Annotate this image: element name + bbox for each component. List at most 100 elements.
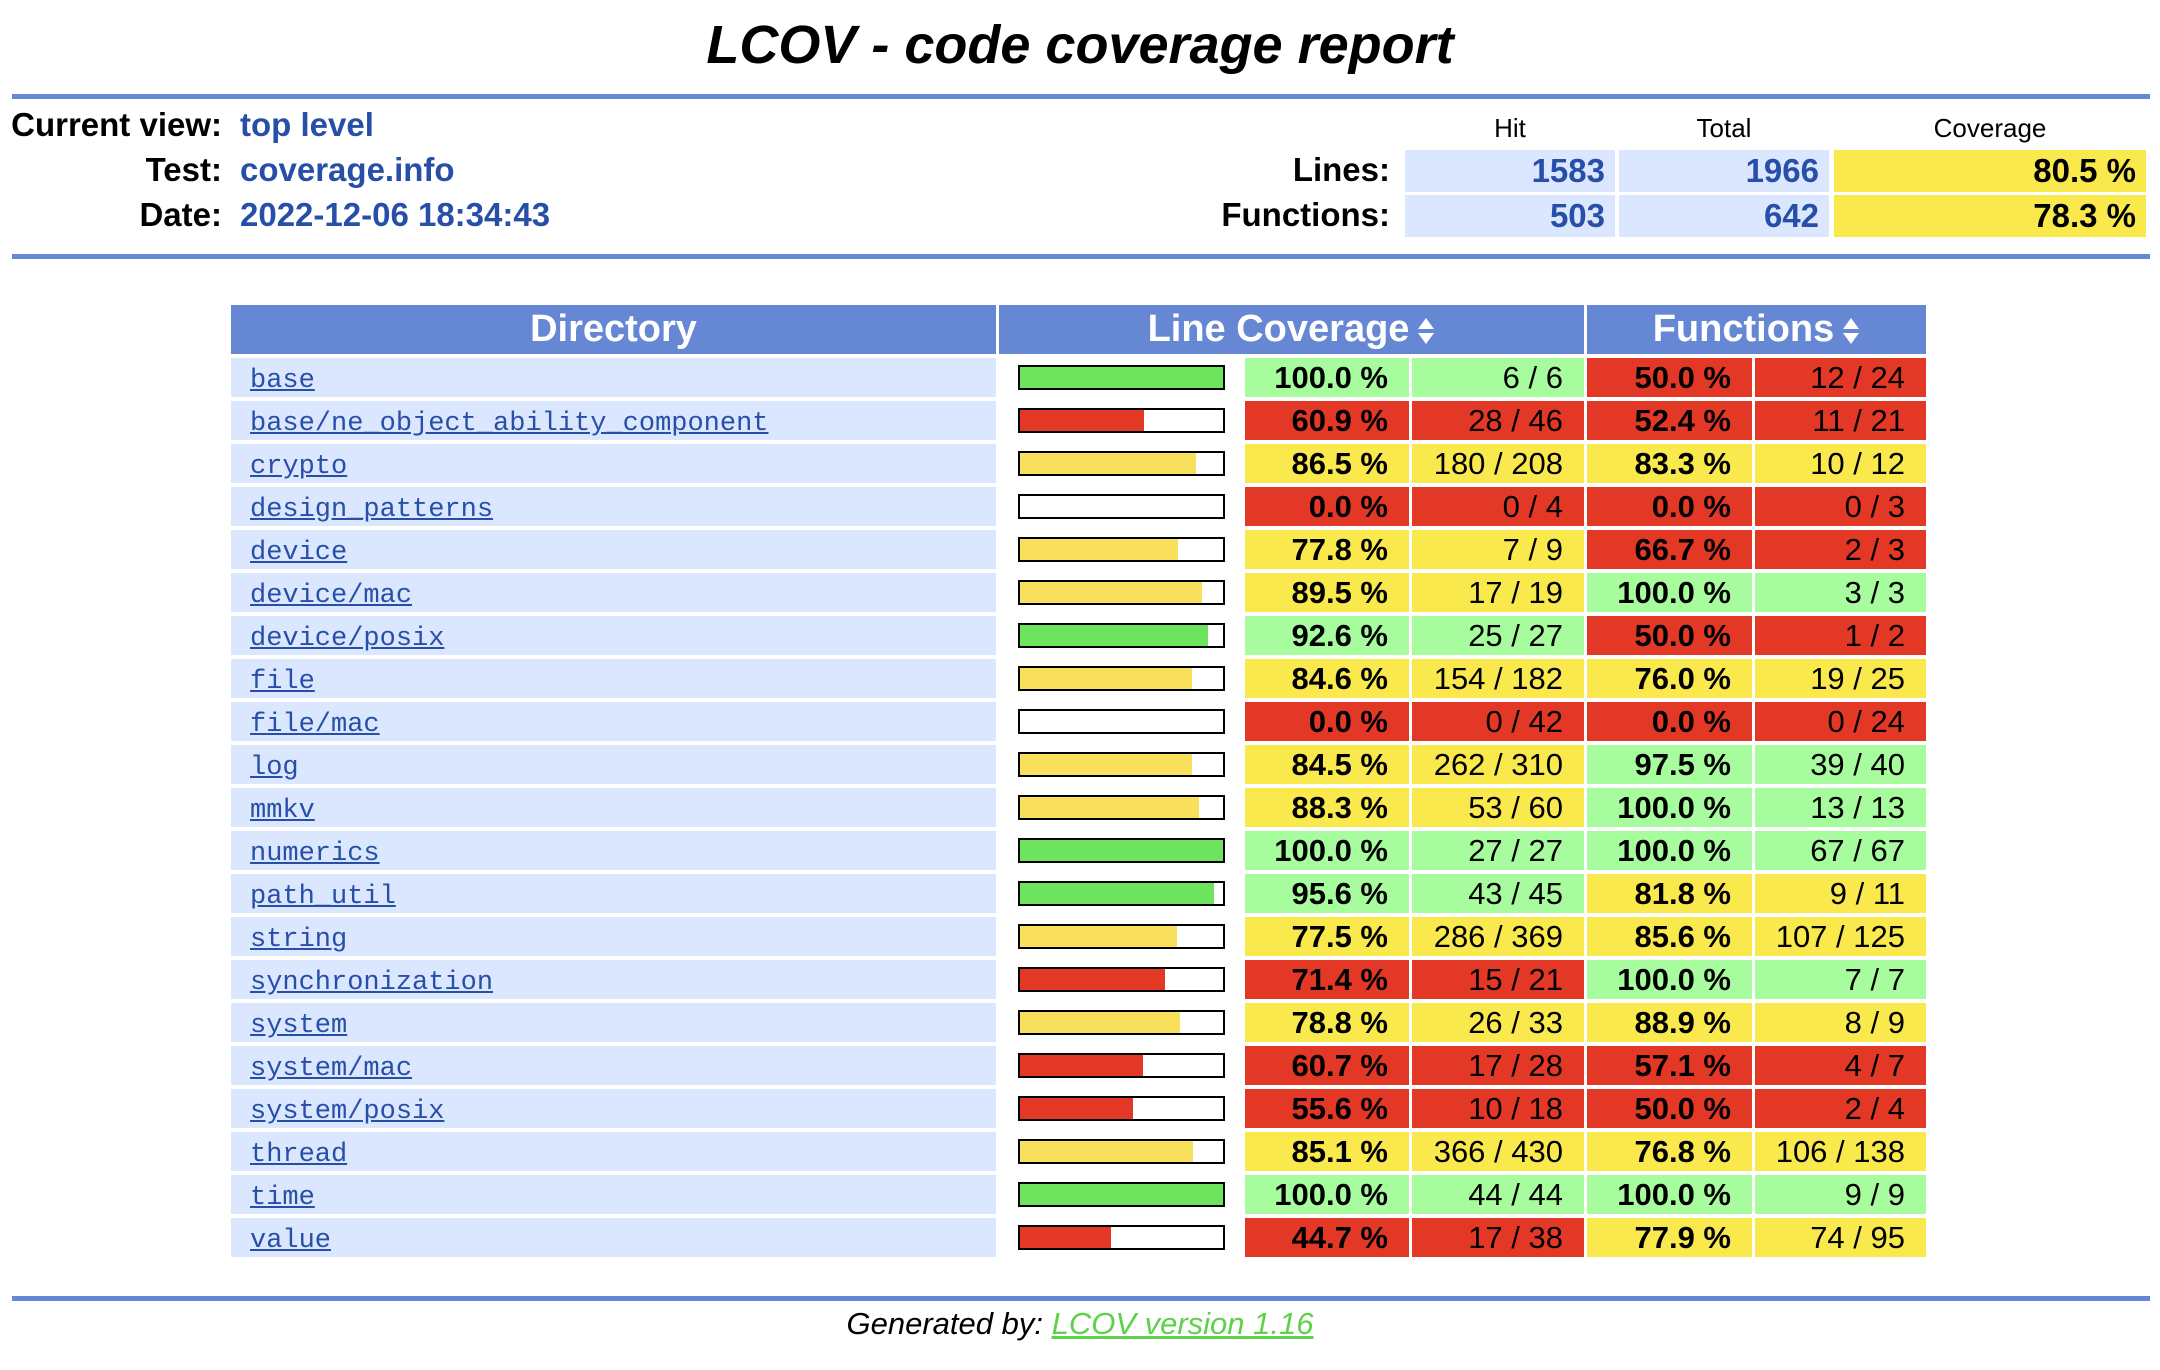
functions-column-header[interactable]: Functions xyxy=(1587,305,1926,358)
line-coverage-count: 366 / 430 xyxy=(1412,1132,1584,1175)
directory-link[interactable]: path_util xyxy=(250,882,396,912)
function-coverage-percent: 50.0 % xyxy=(1587,616,1752,659)
sort-icon[interactable] xyxy=(1417,317,1435,345)
directory-link[interactable]: file xyxy=(250,667,315,697)
line-coverage-percent: 77.5 % xyxy=(1245,917,1409,960)
directory-link[interactable]: value xyxy=(250,1226,332,1256)
coverage-bar-fill xyxy=(1020,926,1178,947)
coverage-bar xyxy=(1018,494,1225,519)
line-coverage-percent: 78.8 % xyxy=(1245,1003,1409,1046)
directory-link[interactable]: system/mac xyxy=(250,1054,413,1084)
directory-link[interactable]: synchronization xyxy=(250,968,494,998)
coverage-bar-cell xyxy=(999,960,1242,1003)
coverage-bar-cell xyxy=(999,401,1242,444)
directory-cell: file/mac xyxy=(231,702,996,745)
directory-link[interactable]: log xyxy=(250,753,299,783)
coverage-bar-fill xyxy=(1020,625,1208,646)
table-row: path_util 95.6 % 43 / 45 81.8 % 9 / 11 xyxy=(231,874,1926,917)
line-coverage-percent: 60.7 % xyxy=(1245,1046,1409,1089)
functions-label: Functions: xyxy=(1221,196,1390,233)
coverage-bar-cell xyxy=(999,659,1242,702)
directory-cell: device/posix xyxy=(231,616,996,659)
function-coverage-count: 13 / 13 xyxy=(1755,788,1926,831)
coverage-bar-fill xyxy=(1020,797,1200,818)
coverage-bar-cell xyxy=(999,1089,1242,1132)
directory-link[interactable]: mmkv xyxy=(250,796,315,826)
function-coverage-percent: 83.3 % xyxy=(1587,444,1752,487)
table-row: system/posix 55.6 % 10 / 18 50.0 % 2 / 4 xyxy=(231,1089,1926,1132)
lines-hit: 1583 xyxy=(1405,150,1615,192)
directory-column-header: Directory xyxy=(231,305,996,358)
function-coverage-count: 4 / 7 xyxy=(1755,1046,1926,1089)
lcov-version-link[interactable]: LCOV version 1.16 xyxy=(1051,1306,1314,1341)
coverage-bar xyxy=(1018,537,1225,562)
table-row: synchronization 71.4 % 15 / 21 100.0 % 7 / 7 xyxy=(231,960,1926,1003)
line-coverage-count: 0 / 42 xyxy=(1412,702,1584,745)
line-coverage-count: 43 / 45 xyxy=(1412,874,1584,917)
directory-cell: base/ne_object_ability_component xyxy=(231,401,996,444)
coverage-bar-fill xyxy=(1020,840,1223,861)
date-value: 2022-12-06 18:34:43 xyxy=(240,196,551,233)
directory-cell: base xyxy=(231,358,996,401)
directory-link[interactable]: base/ne_object_ability_component xyxy=(250,409,769,439)
line-coverage-percent: 71.4 % xyxy=(1245,960,1409,1003)
function-coverage-count: 0 / 3 xyxy=(1755,487,1926,530)
function-coverage-count: 1 / 2 xyxy=(1755,616,1926,659)
directory-link[interactable]: base xyxy=(250,366,315,396)
directory-link[interactable]: numerics xyxy=(250,839,380,869)
directory-link[interactable]: thread xyxy=(250,1140,348,1170)
table-row: device 77.8 % 7 / 9 66.7 % 2 / 3 xyxy=(231,530,1926,573)
line-coverage-percent: 44.7 % xyxy=(1245,1218,1409,1261)
coverage-bar-cell xyxy=(999,917,1242,960)
function-coverage-count: 2 / 4 xyxy=(1755,1089,1926,1132)
coverage-bar-fill xyxy=(1020,1227,1111,1248)
coverage-bar-cell xyxy=(999,1003,1242,1046)
directory-cell: time xyxy=(231,1175,996,1218)
function-coverage-percent: 88.9 % xyxy=(1587,1003,1752,1046)
function-coverage-percent: 50.0 % xyxy=(1587,1089,1752,1132)
table-row: file 84.6 % 154 / 182 76.0 % 19 / 25 xyxy=(231,659,1926,702)
line-coverage-column-header[interactable]: Line Coverage xyxy=(999,305,1584,358)
coverage-bar xyxy=(1018,1010,1225,1035)
directory-cell: synchronization xyxy=(231,960,996,1003)
function-coverage-percent: 52.4 % xyxy=(1587,401,1752,444)
directory-link[interactable]: file/mac xyxy=(250,710,380,740)
directory-link[interactable]: time xyxy=(250,1183,315,1213)
directory-link[interactable]: device/mac xyxy=(250,581,413,611)
table-row: log 84.5 % 262 / 310 97.5 % 39 / 40 xyxy=(231,745,1926,788)
directory-link[interactable]: device/posix xyxy=(250,624,445,654)
function-coverage-count: 2 / 3 xyxy=(1755,530,1926,573)
coverage-bar-cell xyxy=(999,702,1242,745)
line-coverage-count: 53 / 60 xyxy=(1412,788,1584,831)
coverage-bar-cell xyxy=(999,831,1242,874)
function-coverage-percent: 100.0 % xyxy=(1587,788,1752,831)
table-row: system 78.8 % 26 / 33 88.9 % 8 / 9 xyxy=(231,1003,1926,1046)
coverage-bar-fill xyxy=(1020,1141,1193,1162)
line-coverage-percent: 85.1 % xyxy=(1245,1132,1409,1175)
sort-icon[interactable] xyxy=(1842,317,1860,345)
directory-cell: path_util xyxy=(231,874,996,917)
directory-link[interactable]: device xyxy=(250,538,348,568)
directory-link[interactable]: design_patterns xyxy=(250,495,494,525)
directory-cell: numerics xyxy=(231,831,996,874)
directory-link[interactable]: system xyxy=(250,1011,348,1041)
coverage-bar-fill xyxy=(1020,410,1144,431)
directory-link[interactable]: crypto xyxy=(250,452,348,482)
directory-link[interactable]: system/posix xyxy=(250,1097,445,1127)
directory-cell: system xyxy=(231,1003,996,1046)
coverage-bar-cell xyxy=(999,788,1242,831)
table-row: design_patterns 0.0 % 0 / 4 0.0 % 0 / 3 xyxy=(231,487,1926,530)
line-coverage-percent: 92.6 % xyxy=(1245,616,1409,659)
function-coverage-count: 11 / 21 xyxy=(1755,401,1926,444)
directory-link[interactable]: string xyxy=(250,925,348,955)
coverage-bar-fill xyxy=(1020,668,1192,689)
lines-coverage: 80.5 % xyxy=(1834,150,2146,192)
coverage-bar-cell xyxy=(999,358,1242,401)
line-coverage-count: 27 / 27 xyxy=(1412,831,1584,874)
test-label: Test: xyxy=(145,151,222,188)
line-coverage-percent: 55.6 % xyxy=(1245,1089,1409,1132)
coverage-bar xyxy=(1018,752,1225,777)
line-coverage-percent: 0.0 % xyxy=(1245,487,1409,530)
line-coverage-percent: 77.8 % xyxy=(1245,530,1409,573)
table-row: mmkv 88.3 % 53 / 60 100.0 % 13 / 13 xyxy=(231,788,1926,831)
